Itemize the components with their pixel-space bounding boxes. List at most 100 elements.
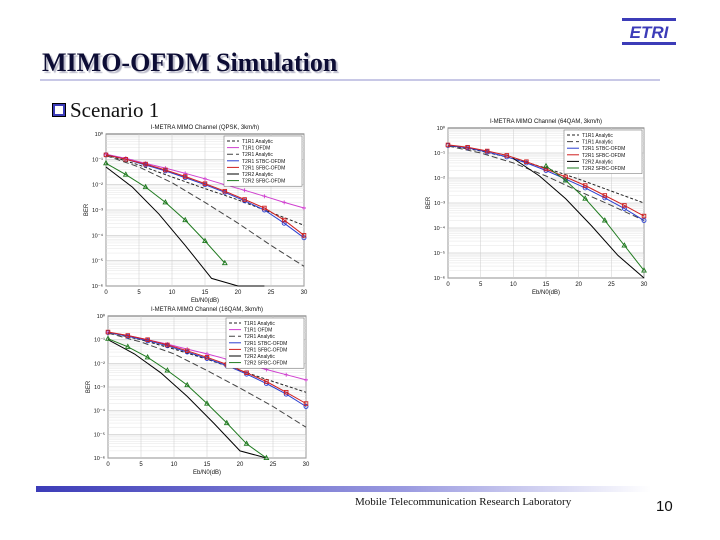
data-point-triangle [142,183,149,190]
logo-bottom-bar [622,42,676,45]
data-point-plus [304,377,308,382]
legend-label: T2R1 Analytic [244,334,275,340]
legend-box [563,129,643,174]
x-tick-label: 0 [104,290,108,296]
y-tick-label: 10⁻¹ [94,338,105,344]
y-tick-label: 10⁻² [434,176,445,182]
legend-label: T2R2 Analytic [242,172,273,178]
chart-16qam: I-METRA MIMO Channel (16QAM, 3km/h) 0 5 10 1… [86,307,310,476]
legend-label: T2R1 SFBC-OFDM [582,153,625,159]
legend-label: T2R2 SFBC-OFDM [582,166,625,172]
series-line [107,339,267,459]
x-tick-label: 15 [204,462,211,468]
chart-title: I-METRA MIMO Channel (64QAM, 3km/h) [490,119,602,125]
x-tick-label: 20 [237,462,244,468]
x-tick-label: 0 [106,462,110,468]
data-point-square [202,181,208,186]
x-tick-label: 30 [641,282,648,288]
data-point-circle [303,404,309,409]
data-point-square [622,203,627,208]
slide-title: MIMO-OFDM Simulation [42,48,338,77]
legend-label: T1R1 Analytic [242,139,273,145]
data-point-square [204,355,210,360]
data-point-triangle [223,419,230,426]
legend-label: T1R1 OFDM [242,146,270,152]
legend-label: T2R1 SFBC-OFDM [242,165,285,171]
data-point-triangle [105,335,111,341]
data-point-square [244,370,249,376]
x-tick-label: 25 [608,282,615,288]
series-line [107,332,307,428]
data-point-square [222,188,228,194]
x-tick-label: 5 [137,290,141,296]
series-line [107,331,307,404]
data-point-square [543,166,549,172]
data-point-plus [282,200,287,205]
y-tick-label: 10⁻² [94,361,105,367]
series-line [105,166,265,287]
y-tick-label: 10⁻² [92,183,103,189]
data-point-square [125,333,131,338]
data-point-triangle [601,217,608,223]
data-point-triangle [144,353,151,360]
legend-label: T2R2 SFBC-OFDM [242,179,285,185]
data-point-square [145,337,150,342]
legend-label: T1R1 Analytic [582,140,613,146]
data-point-square [264,379,269,384]
y-tick-label: 10⁰ [437,125,446,132]
legend-label: T2R1 SFBC-OFDM [244,347,287,353]
data-point-plus [203,176,207,181]
x-axis-label: Eb/N0(dB) [193,470,221,476]
data-point-plus [284,372,289,377]
x-tick-label: 10 [169,290,176,296]
data-point-triangle [263,454,270,461]
x-tick-label: 5 [479,282,483,288]
series-line [107,338,267,459]
data-point-triangle [182,216,189,223]
x-tick-label: 30 [303,462,310,468]
data-point-square [182,174,188,179]
logo-top-bar [622,18,676,21]
data-point-triangle [103,159,109,166]
data-point-circle [621,206,627,211]
data-point-square [143,161,148,167]
legend-label: T2R2 Analytic [244,354,275,360]
data-point-triangle [124,343,131,349]
data-point-square [163,167,168,173]
data-point-square [242,197,247,202]
legend-label: T2R2 SFBC-OFDM [244,361,287,367]
y-axis-label: BER [84,203,90,216]
data-point-square [123,157,129,162]
data-point-circle [641,218,647,223]
data-point-triangle [641,267,647,273]
data-point-triangle [204,400,210,406]
data-point-square [262,205,267,211]
legend-label: T1R1 Analytic [244,321,275,327]
y-tick-label: 10⁰ [97,313,106,320]
data-point-square [303,401,309,406]
data-point-square [281,217,287,223]
data-point-triangle [562,177,569,183]
x-tick-label: 15 [202,290,209,296]
legend-label: T2R1 Analytic [242,152,273,158]
series-line [105,162,226,264]
y-tick-label: 10⁻¹ [434,151,445,157]
x-tick-label: 5 [139,462,143,468]
data-point-square [641,213,647,219]
data-point-square [602,193,608,198]
y-tick-label: 10⁰ [95,131,104,138]
data-point-square [582,183,588,188]
page-number: 10 [656,498,673,515]
series-line [447,145,645,221]
x-tick-label: 0 [446,282,450,288]
data-point-plus [262,194,267,199]
data-point-triangle [164,367,171,373]
y-tick-label: 10⁻⁶ [434,275,445,282]
x-tick-label: 25 [270,462,277,468]
x-tick-label: 10 [171,462,178,468]
y-tick-label: 10⁻⁵ [94,431,105,438]
data-point-square [465,144,470,150]
data-point-square [103,152,109,158]
data-point-square [105,329,111,335]
data-point-square [524,159,529,164]
